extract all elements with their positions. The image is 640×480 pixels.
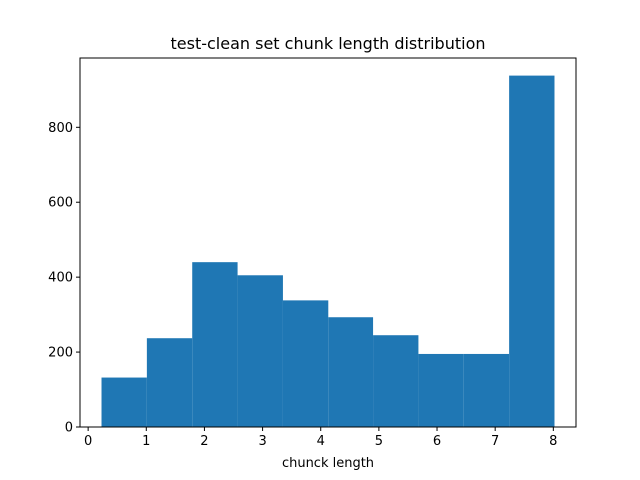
x-tick-label-0: 0: [84, 434, 92, 449]
x-tick-label-6: 6: [433, 434, 441, 449]
histogram-bar-6: [373, 335, 419, 427]
x-axis-label: chunck length: [282, 456, 374, 471]
chart-title: test-clean set chunk length distribution: [171, 34, 486, 53]
y-tick-label-1: 200: [48, 346, 73, 361]
histogram-bar-4: [282, 300, 329, 427]
bars-group: [101, 75, 555, 427]
histogram-bar-9: [509, 75, 555, 427]
histogram-bar-2: [192, 262, 238, 427]
y-tick-label-3: 600: [48, 196, 73, 211]
x-axis-ticks: 0 1 2 3 4 5 6 7 8: [84, 427, 557, 449]
x-tick-label-1: 1: [142, 434, 150, 449]
y-tick-label-4: 800: [48, 121, 73, 136]
histogram-bar-5: [328, 317, 374, 427]
histogram-bar-8: [463, 353, 510, 427]
x-tick-label-2: 2: [200, 434, 208, 449]
x-tick-label-7: 7: [491, 434, 499, 449]
histogram-bar-0: [101, 377, 147, 427]
x-tick-label-5: 5: [375, 434, 383, 449]
histogram-bar-7: [418, 353, 464, 427]
histogram-bar-1: [146, 338, 193, 427]
histogram-bar-3: [237, 275, 283, 427]
plot-frame: [79, 57, 577, 428]
y-tick-label-2: 400: [48, 271, 73, 286]
x-tick-label-8: 8: [549, 434, 557, 449]
x-tick-label-3: 3: [258, 434, 266, 449]
y-tick-label-0: 0: [65, 421, 73, 436]
y-axis-ticks: 0 200 400 600 800: [48, 121, 80, 436]
x-tick-label-4: 4: [317, 434, 325, 449]
